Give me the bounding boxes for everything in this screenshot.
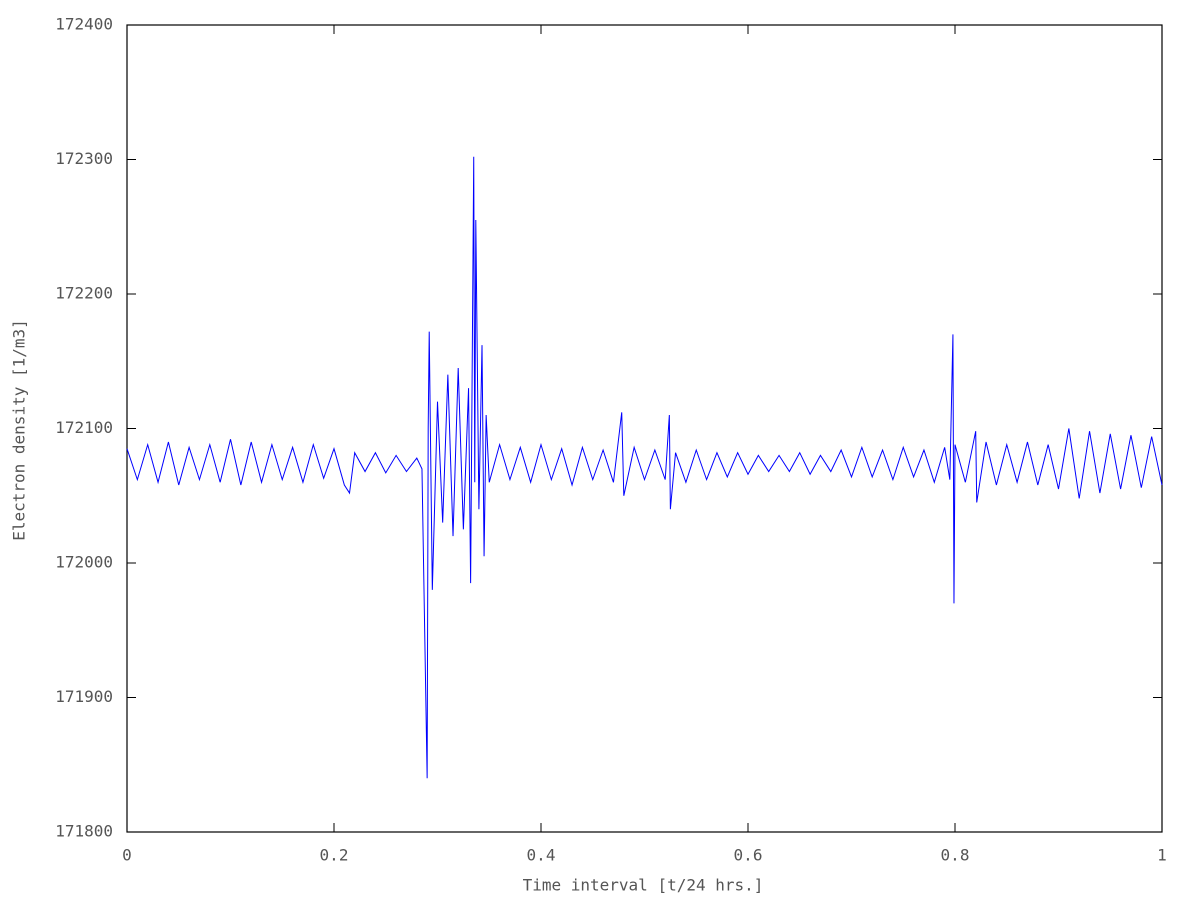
y-tick-label: 171800 (55, 822, 113, 841)
x-tick-label: 0.4 (527, 846, 556, 865)
x-tick-label: 0.2 (320, 846, 349, 865)
x-tick-label: 0 (122, 846, 132, 865)
y-tick-label: 172200 (55, 284, 113, 303)
y-tick-label: 172000 (55, 553, 113, 572)
y-axis-label: Electron density [1/m3] (10, 319, 29, 541)
x-tick-label: 0.8 (941, 846, 970, 865)
x-axis-label: Time interval [t/24 hrs.] (523, 876, 764, 895)
y-tick-label: 172100 (55, 418, 113, 437)
plot-frame (126, 24, 1163, 833)
x-tick-label: 1 (1157, 846, 1167, 865)
y-tick-label: 172300 (55, 149, 113, 168)
data-line (126, 156, 1163, 779)
y-tick-label: 171900 (55, 687, 113, 706)
y-tick-label: 172400 (55, 15, 113, 34)
x-tick-label: 0.6 (734, 846, 763, 865)
